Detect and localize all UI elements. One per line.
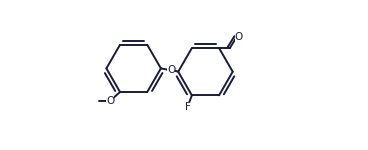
Text: O: O (167, 65, 176, 75)
Text: F: F (185, 102, 191, 112)
Text: O: O (235, 32, 243, 42)
Text: O: O (106, 96, 114, 106)
